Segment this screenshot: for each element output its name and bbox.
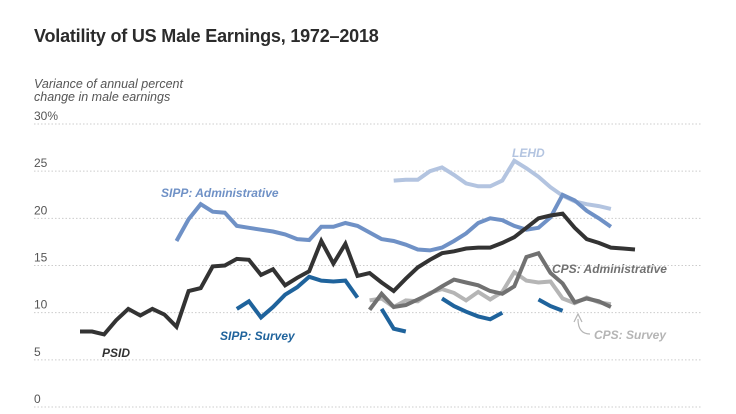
series-line-sipp-administrative (174, 192, 613, 253)
y-tick-label: 30% (34, 109, 58, 123)
y-axis-label-line1: Variance of annual percent (34, 77, 183, 91)
label-cps-survey: CPS: Survey (594, 328, 667, 342)
chart-title: Volatility of US Male Earnings, 1972–201… (34, 26, 379, 46)
label-cps-administrative: CPS: Administrative (552, 262, 667, 276)
series-lines (80, 158, 636, 337)
series-line-cps-survey (369, 269, 612, 310)
gridlines (34, 123, 702, 408)
y-tick-label: 25 (34, 156, 48, 170)
y-tick-label: 10 (34, 298, 48, 312)
series-line-psid (80, 211, 636, 337)
series-line-cps-administrative (368, 250, 612, 311)
series-line-sipp-survey (379, 307, 407, 334)
y-tick-label: 20 (34, 203, 48, 217)
label-psid: PSID (102, 346, 130, 360)
series-labels: PSID SIPP: Administrative SIPP: Survey L… (102, 146, 667, 360)
y-axis-label: Variance of annual percent change in mal… (34, 78, 234, 104)
label-lehd: LEHD (512, 146, 545, 160)
y-tick-label: 5 (34, 345, 41, 359)
cps-survey-arrowhead (573, 312, 583, 323)
series-line-sipp-survey (235, 274, 360, 321)
series-line-sipp-survey (440, 296, 504, 322)
series-line-sipp-survey (537, 297, 564, 313)
label-sipp-survey: SIPP: Survey (220, 329, 296, 343)
y-tick-label: 15 (34, 251, 48, 265)
y-tick-labels: 30% 25 20 15 10 5 0 (34, 109, 58, 406)
cps-survey-arrow (577, 318, 591, 335)
y-tick-label: 0 (34, 392, 41, 406)
y-axis-label-line2: change in male earnings (34, 90, 171, 104)
label-sipp-administrative: SIPP: Administrative (161, 186, 279, 200)
